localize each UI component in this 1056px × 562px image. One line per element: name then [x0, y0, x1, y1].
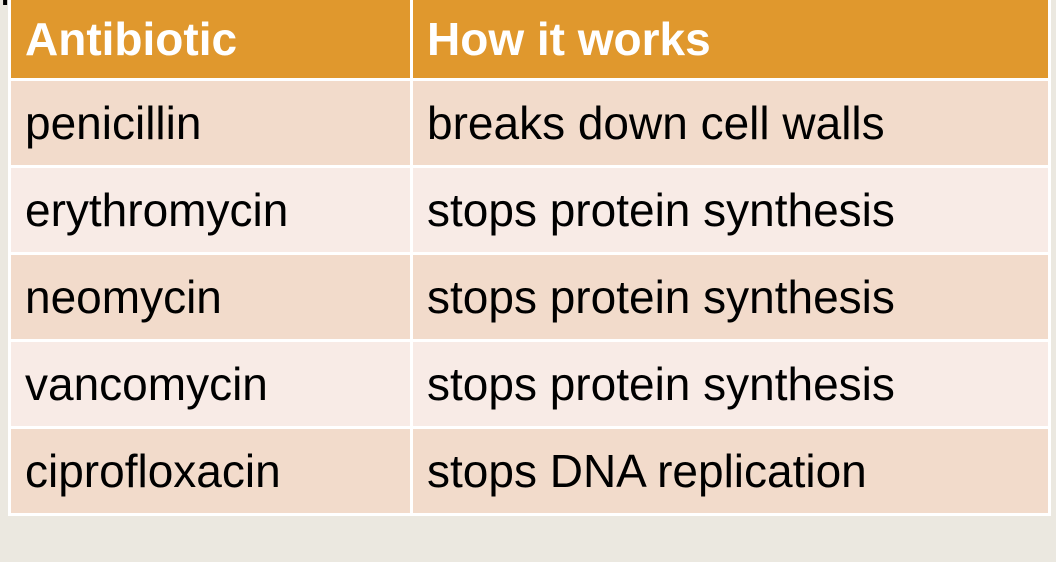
header-cell: Antibiotic — [8, 0, 413, 81]
table-body: penicillin breaks down cell walls erythrom… — [8, 78, 1051, 516]
mechanism-cell: stops DNA replication — [410, 426, 1051, 516]
table-row: erythromycin stops protein synthesis — [8, 165, 1051, 255]
mechanism-cell: stops protein synthesis — [410, 339, 1051, 429]
mechanism-cell: stops protein synthesis — [410, 165, 1051, 255]
antibiotic-cell: erythromycin — [8, 165, 413, 255]
antibiotic-cell: ciprofloxacin — [8, 426, 413, 516]
antibiotic-table: Antibiotic How it works penicillin breaks… — [8, 0, 1051, 516]
antibiotic-cell: neomycin — [8, 252, 413, 342]
mechanism-cell: breaks down cell walls — [410, 78, 1051, 168]
table-row: neomycin stops protein synthesis — [8, 252, 1051, 342]
header-cell: How it works — [410, 0, 1051, 81]
header-row: Antibiotic How it works — [8, 0, 1051, 81]
mechanism-cell: stops protein synthesis — [410, 252, 1051, 342]
table-row: ciprofloxacin stops DNA replication — [8, 426, 1051, 516]
antibiotic-cell: vancomycin — [8, 339, 413, 429]
antibiotic-cell: penicillin — [8, 78, 413, 168]
table-row: vancomycin stops protein synthesis — [8, 339, 1051, 429]
table-row: penicillin breaks down cell walls — [8, 78, 1051, 168]
